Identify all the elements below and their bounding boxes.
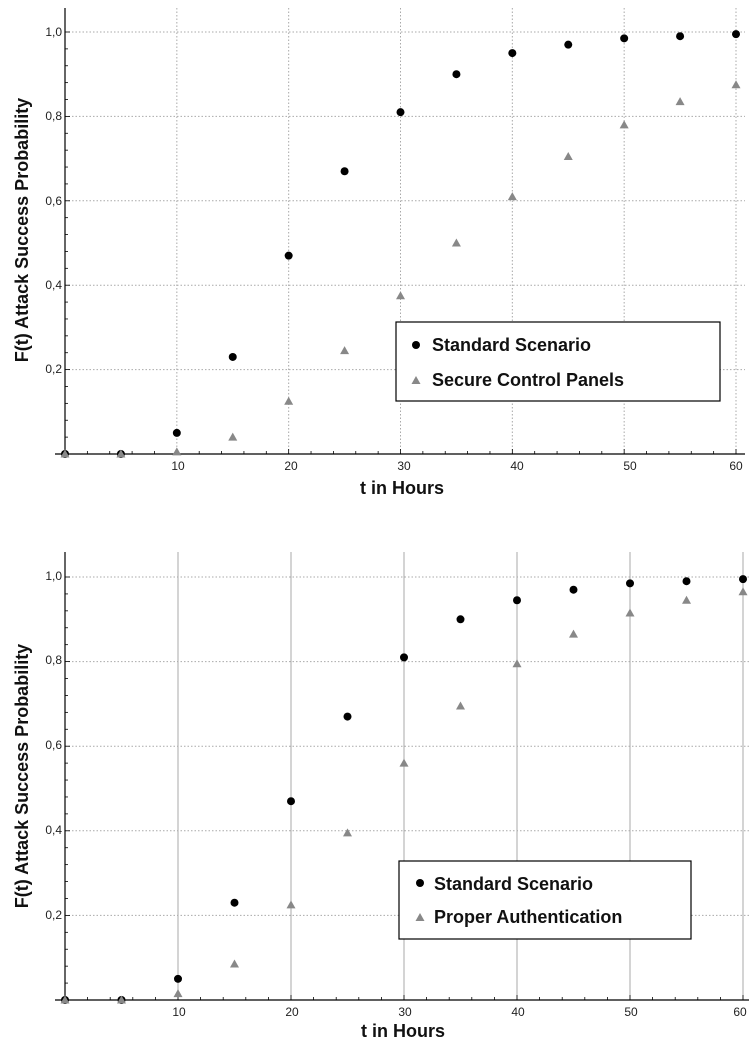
standard-scenario-point xyxy=(676,32,685,41)
proper-authentication-point xyxy=(343,828,352,837)
secure-control-panels-point xyxy=(116,449,126,458)
standard-scenario-point xyxy=(230,898,239,907)
chart-1-y-tick: 0,6 xyxy=(45,194,62,208)
chart-2-legend-marker-standard xyxy=(416,879,424,887)
standard-scenario-point xyxy=(452,70,461,79)
chart-2-axes xyxy=(55,552,749,1001)
proper-authentication-point xyxy=(60,995,70,1004)
chart-1-y-tick: 0,2 xyxy=(45,362,62,376)
chart-1-legend: Standard Scenario Secure Control Panels xyxy=(395,321,721,402)
chart-1-axes xyxy=(55,8,745,455)
chart-2-x-label: t in Hours xyxy=(361,1021,445,1041)
standard-scenario-point xyxy=(620,34,629,43)
chart-2-y-tick: 0,4 xyxy=(45,823,62,837)
standard-scenario-point xyxy=(174,974,182,983)
chart-2: 10 20 30 40 50 60 0,2 0,4 0,6 0,8 1,0 t … xyxy=(12,552,749,1041)
chart-2-legend-box xyxy=(398,860,692,940)
standard-scenario-point xyxy=(456,615,465,624)
standard-scenario-point xyxy=(513,596,521,605)
chart-2-points xyxy=(60,575,748,1004)
chart-2-legend-label-standard: Standard Scenario xyxy=(434,874,593,894)
chart-1-y-ticks: 0,2 0,4 0,6 0,8 1,0 xyxy=(45,25,62,376)
standard-scenario-point xyxy=(739,575,747,584)
standard-scenario-point xyxy=(340,167,349,176)
proper-authentication-point xyxy=(569,629,578,638)
chart-1-y-tick: 0,4 xyxy=(45,278,62,292)
secure-control-panels-point xyxy=(675,97,685,106)
chart-2-x-tick: 60 xyxy=(733,1005,747,1019)
chart-2-x-tick: 30 xyxy=(398,1005,412,1019)
proper-authentication-point xyxy=(173,989,183,998)
chart-2-legend-marker-auth xyxy=(415,913,425,921)
chart-2-y-tick: 0,2 xyxy=(45,908,62,922)
standard-scenario-point xyxy=(732,30,740,39)
chart-1-legend-box xyxy=(395,321,721,402)
standard-scenario-point xyxy=(400,653,408,662)
secure-control-panels-point xyxy=(507,192,517,201)
proper-authentication-point xyxy=(682,595,691,604)
standard-scenario-point xyxy=(682,577,691,586)
secure-control-panels-point xyxy=(340,346,350,355)
standard-scenario-point xyxy=(508,49,517,58)
secure-control-panels-point xyxy=(284,396,294,405)
proper-authentication-point xyxy=(512,659,522,668)
proper-authentication-point xyxy=(117,995,126,1004)
standard-scenario-point xyxy=(287,797,295,806)
chart-2-legend-label-auth: Proper Authentication xyxy=(434,907,622,927)
standard-scenario-point xyxy=(564,40,573,49)
secure-control-panels-point xyxy=(731,80,741,89)
chart-2-y-label: F(t) Attack Success Probability xyxy=(12,644,32,908)
chart-2-x-ticks: 10 20 30 40 50 60 xyxy=(172,1005,747,1019)
chart-1-legend-marker-secure xyxy=(411,376,421,384)
chart-1-x-ticks: 10 20 30 40 50 60 xyxy=(171,459,743,473)
chart-2-y-tick: 1,0 xyxy=(45,569,62,583)
chart-1-legend-label-standard: Standard Scenario xyxy=(432,335,591,355)
standard-scenario-point xyxy=(228,352,237,361)
proper-authentication-point xyxy=(456,701,465,710)
standard-scenario-point xyxy=(343,712,352,721)
chart-2-x-tick: 10 xyxy=(172,1005,186,1019)
chart-1-x-tick: 50 xyxy=(623,459,637,473)
chart-1-x-tick: 20 xyxy=(284,459,298,473)
chart-2-y-ticks: 0,2 0,4 0,6 0,8 1,0 xyxy=(45,569,62,922)
chart-1-y-label: F(t) Attack Success Probability xyxy=(12,98,32,362)
chart-1-x-label: t in Hours xyxy=(360,478,444,498)
chart-2-x-tick: 40 xyxy=(511,1005,525,1019)
chart-1-y-tick: 0,8 xyxy=(45,109,62,123)
chart-1-legend-label-secure: Secure Control Panels xyxy=(432,370,624,390)
secure-control-panels-point xyxy=(60,449,70,458)
proper-authentication-point xyxy=(286,900,296,909)
proper-authentication-point xyxy=(399,758,409,767)
chart-2-y-tick: 0,8 xyxy=(45,653,62,667)
chart-1-points xyxy=(60,30,741,458)
chart-2-x-tick: 20 xyxy=(285,1005,299,1019)
chart-1-y-tick: 1,0 xyxy=(45,25,62,39)
chart-2-x-tick: 50 xyxy=(624,1005,638,1019)
chart-1: 10 20 30 40 50 60 0,2 0,4 0,6 0,8 1,0 t … xyxy=(12,8,745,498)
chart-2-legend: Standard Scenario Proper Authentication xyxy=(398,860,692,940)
chart-1-x-tick: 60 xyxy=(729,459,743,473)
secure-control-panels-point xyxy=(619,120,629,129)
standard-scenario-point xyxy=(396,108,405,117)
standard-scenario-point xyxy=(569,585,578,594)
chart-1-x-tick: 10 xyxy=(171,459,185,473)
standard-scenario-point xyxy=(284,251,293,260)
secure-control-panels-point xyxy=(172,447,182,456)
chart-1-x-tick: 40 xyxy=(510,459,524,473)
proper-authentication-point xyxy=(738,587,748,596)
secure-control-panels-point xyxy=(451,238,461,247)
standard-scenario-point xyxy=(172,428,181,437)
standard-scenario-point xyxy=(626,579,634,588)
chart-2-y-tick: 0,6 xyxy=(45,738,62,752)
chart-1-legend-marker-standard xyxy=(412,341,420,349)
proper-authentication-point xyxy=(230,959,239,968)
secure-control-panels-point xyxy=(396,291,405,300)
secure-control-panels-point xyxy=(563,151,573,160)
proper-authentication-point xyxy=(625,608,635,617)
chart-1-x-tick: 30 xyxy=(397,459,411,473)
secure-control-panels-point xyxy=(228,432,238,441)
